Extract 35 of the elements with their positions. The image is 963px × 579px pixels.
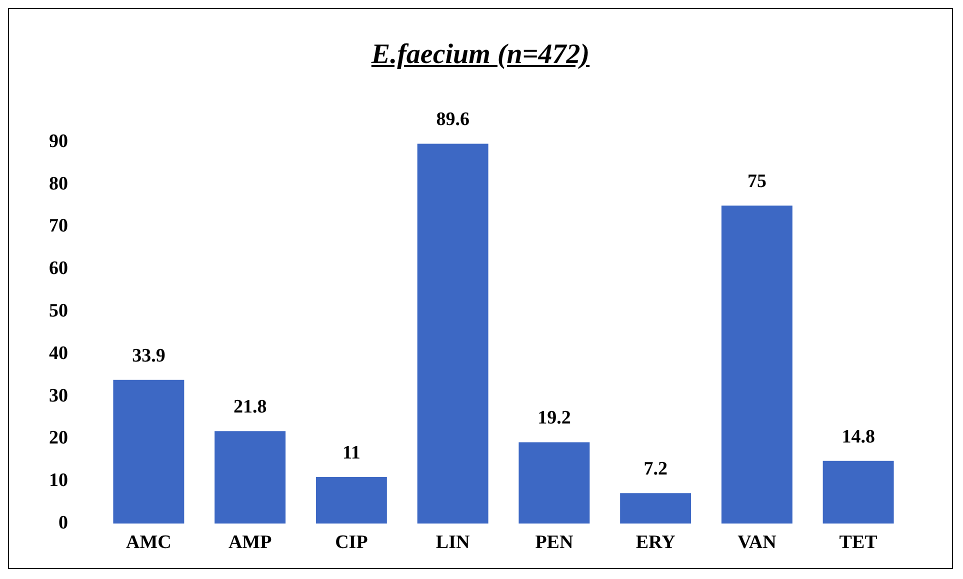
- x-tick-label: CIP: [335, 532, 368, 553]
- data-label: 7.2: [644, 458, 668, 480]
- bar: [822, 460, 894, 524]
- bar: [214, 431, 286, 524]
- y-tick-label: 10: [49, 470, 68, 492]
- x-tick-label: TET: [839, 532, 878, 553]
- x-tick-label: AMP: [228, 532, 272, 553]
- data-label: 19.2: [538, 408, 571, 429]
- y-tick-label: 70: [49, 216, 68, 237]
- data-label: 75: [747, 171, 766, 192]
- bar: [417, 144, 488, 524]
- x-tick-label: AMC: [126, 532, 172, 553]
- y-tick-label: 80: [49, 173, 68, 194]
- y-tick-label: 50: [49, 300, 68, 322]
- chart-title: E.faecium (n=472): [371, 39, 590, 70]
- bar: [721, 206, 792, 524]
- bar: [518, 442, 590, 524]
- y-tick-label: 40: [49, 342, 68, 364]
- bar: [316, 476, 387, 524]
- data-label: 11: [342, 442, 360, 464]
- y-tick-label: 90: [49, 130, 68, 152]
- x-tick-label: LIN: [436, 532, 470, 553]
- bar: [113, 380, 184, 524]
- x-tick-label: ERY: [636, 532, 676, 553]
- y-tick-label: 30: [49, 385, 68, 406]
- y-tick-label: 60: [49, 258, 68, 280]
- data-label: 21.8: [233, 396, 267, 418]
- y-tick-label: 0: [58, 512, 68, 534]
- x-tick-label: PEN: [535, 532, 574, 553]
- data-label: 89.6: [436, 109, 470, 130]
- data-label: 33.9: [132, 345, 166, 366]
- data-label: 14.8: [842, 426, 875, 448]
- bar: [620, 493, 692, 524]
- y-tick-label: 20: [49, 428, 68, 449]
- x-tick-label: VAN: [738, 532, 777, 553]
